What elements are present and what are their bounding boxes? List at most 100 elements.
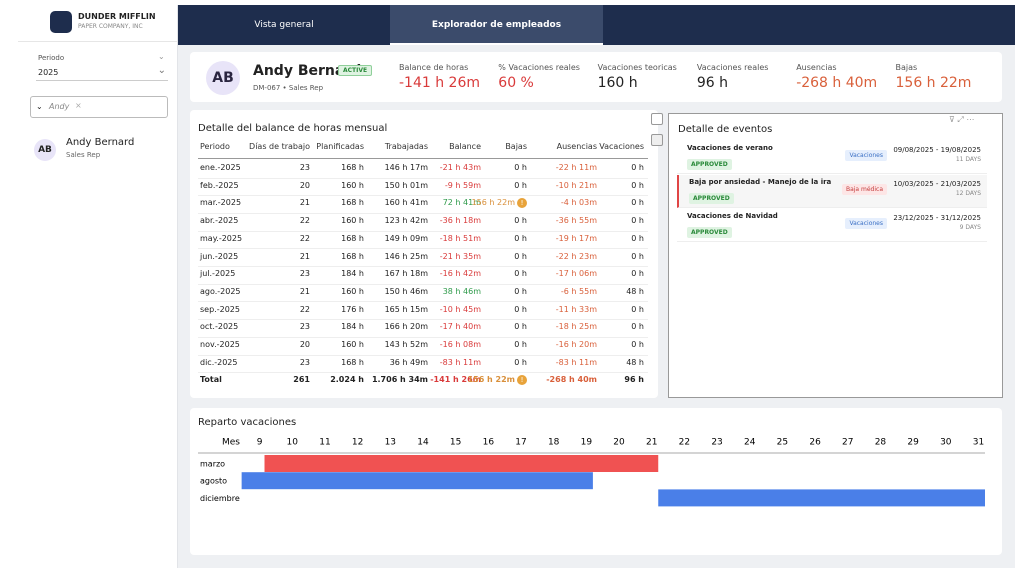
cell: abr.-2025	[200, 216, 239, 226]
row-rule	[198, 177, 648, 179]
gantt-title: Reparto vacaciones	[198, 417, 297, 428]
period-select[interactable]: 2025 ⌄	[36, 65, 168, 81]
cell: -36 h 55m	[555, 216, 597, 226]
row-rule	[198, 212, 648, 214]
column-header: Trabajadas	[384, 142, 428, 151]
cell: 168 h	[341, 357, 364, 367]
column-header: Planificadas	[316, 142, 364, 151]
brand-sub: PAPER COMPANY, INC	[78, 23, 143, 30]
cell: 23	[299, 269, 310, 279]
cell: 168 h	[341, 251, 364, 261]
cell: 0 h	[514, 322, 527, 332]
cell: 48 h	[626, 286, 644, 296]
row-rule	[198, 372, 648, 374]
tab-active[interactable]: Explorador de empleados	[390, 5, 603, 45]
cell: 156 h 22m	[471, 198, 515, 208]
gantt-bar	[241, 472, 593, 490]
employee-name[interactable]: Andy Bernard	[66, 137, 135, 148]
cell: -18 h 25m	[555, 322, 597, 332]
cell: 2.024 h	[330, 375, 364, 385]
cell: -19 h 17m	[555, 233, 597, 243]
column-header: Ausencias	[556, 142, 597, 151]
event-row[interactable]: Vacaciones de Navidad APPROVED Vacaciones 2…	[677, 209, 987, 242]
cell: 176 h	[341, 304, 364, 314]
cell: -21 h 43m	[439, 163, 481, 172]
employee-id: DM-067 • Sales Rep	[253, 84, 324, 92]
kpi-value: -141 h 26m	[399, 75, 480, 91]
cell: 0 h	[514, 216, 527, 226]
row-rule	[198, 248, 648, 250]
tab[interactable]: Vista general	[254, 20, 314, 30]
x-tick-label: 28	[875, 438, 887, 448]
logo	[50, 11, 72, 33]
cell: 0 h	[514, 286, 527, 296]
x-tick-label: 11	[319, 438, 330, 448]
cell: 22	[299, 304, 310, 314]
event-dates: 10/03/2025 - 21/03/2025	[893, 180, 981, 188]
cell: dic.-2025	[200, 357, 238, 367]
axis-label: Mes	[222, 438, 240, 448]
header-rule	[198, 158, 648, 159]
cell: -10 h 21m	[555, 180, 597, 190]
search-value: Andy	[49, 102, 70, 111]
x-tick-label: 10	[287, 438, 299, 448]
x-tick-label: 26	[809, 438, 821, 448]
event-row[interactable]: Baja por ansiedad - Manejo de la ira APPR…	[677, 175, 987, 208]
cell: 23	[299, 322, 310, 332]
cell: 1.706 h 34m	[371, 375, 428, 385]
events-card: Detalle de eventos ⊽ ⤢ ⋯ Vacaciones de v…	[668, 113, 1003, 398]
cell: 166 h 20m	[384, 322, 428, 332]
clear[interactable]: ×	[75, 101, 82, 110]
cell: 184 h	[341, 322, 364, 332]
toolbar[interactable]: ⊽ ⤢ ⋯	[949, 115, 975, 124]
cell: 150 h 01m	[384, 180, 428, 190]
x-tick-label: 14	[417, 438, 429, 448]
event-row[interactable]: Vacaciones de verano APPROVED Vacaciones 09…	[677, 141, 987, 174]
cell: -83 h 11m	[439, 357, 481, 367]
kpi-value: 156 h 22m	[895, 75, 972, 91]
x-tick-label: 25	[777, 438, 788, 448]
cell: 0 h	[631, 233, 644, 243]
cell: -17 h 06m	[555, 269, 597, 279]
avatar: AB	[206, 61, 240, 95]
cell: -21 h 35m	[439, 251, 481, 261]
event-type: Vacaciones	[845, 218, 887, 229]
x-tick-label: 29	[907, 438, 919, 448]
cell: 23	[299, 357, 310, 367]
event-type: Vacaciones	[845, 150, 887, 161]
cell: 0 h	[631, 180, 644, 190]
event-name: Baja por ansiedad - Manejo de la ira	[689, 178, 832, 186]
event-status: APPROVED	[689, 193, 734, 204]
cell: 0 h	[631, 304, 644, 314]
row-rule	[198, 266, 648, 267]
edit-icon[interactable]	[651, 134, 663, 146]
kpi-label: Bajas	[895, 63, 918, 72]
cell: 149 h 09m	[384, 233, 428, 243]
cell: 0 h	[631, 198, 644, 208]
row-label: marzo	[200, 460, 225, 469]
cell: 156 h 22m	[467, 375, 515, 385]
row-rule	[198, 336, 648, 338]
cell: ene.-2025	[200, 163, 241, 172]
cell: -22 h 11m	[555, 163, 597, 172]
cell: 96 h	[624, 375, 644, 385]
cell: -36 h 18m	[439, 216, 481, 226]
cell: 146 h 17m	[384, 163, 428, 172]
cell: 0 h	[514, 304, 527, 314]
cell: jul.-2025	[200, 269, 236, 279]
x-tick-label: 12	[352, 438, 363, 448]
row-rule	[198, 319, 648, 321]
cell: 160 h	[341, 286, 364, 296]
x-tick-label: 15	[450, 438, 461, 448]
row-label: agosto	[200, 477, 227, 486]
search-box[interactable]: ⌄ Andy ×	[30, 96, 168, 118]
cell: 21	[299, 198, 310, 208]
cell: nov.-2025	[200, 340, 240, 349]
kpi-value: 96 h	[696, 75, 729, 91]
cell: oct.-2025	[200, 322, 239, 332]
cell: 165 h 15m	[384, 304, 428, 314]
kpi-value: 160 h	[597, 75, 638, 91]
export-icon[interactable]	[651, 113, 663, 125]
cell: -16 h 08m	[439, 340, 481, 349]
x-tick-label: 20	[613, 438, 625, 448]
